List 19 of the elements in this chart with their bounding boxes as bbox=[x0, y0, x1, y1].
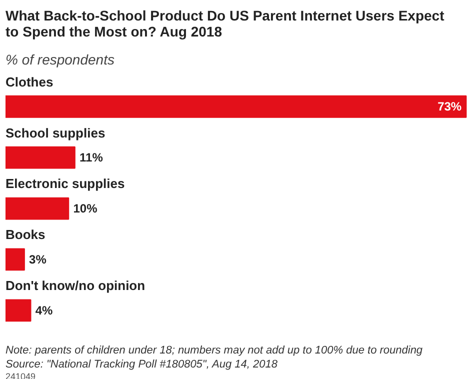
data-label: 4% bbox=[35, 303, 54, 318]
y-tick-label: School supplies bbox=[6, 125, 106, 140]
y-tick-label: Books bbox=[6, 227, 46, 242]
chart-title: What Back-to-School Product Do US Parent Internet Users Expect to Spend the Most on? Aug 2018 bbox=[6, 8, 445, 40]
bar bbox=[6, 248, 25, 271]
bar bbox=[6, 197, 70, 220]
bar bbox=[6, 95, 467, 118]
text: Note: parents of children under 18; numbers may not add up to 100% due to rounding bbox=[6, 344, 424, 356]
y-tick-label: Don't know/no opinion bbox=[6, 278, 146, 294]
data-label: 11% bbox=[80, 150, 104, 165]
y-tick-label: Clothes bbox=[6, 74, 54, 90]
chart-subtitle: % of respondents bbox=[6, 52, 114, 68]
source-note: Source: "National Tracking Poll #180805", Aug 14, 2018 bbox=[6, 358, 278, 370]
bar bbox=[6, 299, 32, 322]
bar bbox=[6, 146, 76, 169]
y-tick-label: Electronic supplies bbox=[6, 176, 125, 192]
data-label: 73% bbox=[438, 100, 462, 114]
data-label: 10% bbox=[73, 202, 98, 216]
data-label: 3% bbox=[29, 252, 47, 266]
